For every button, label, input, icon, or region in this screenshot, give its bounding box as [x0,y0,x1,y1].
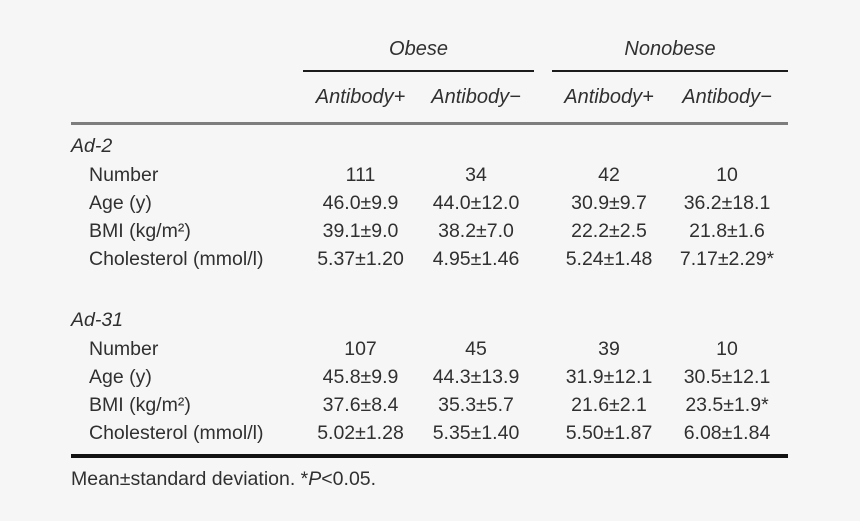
spacer-cell [534,335,552,363]
footnote-text: <0.05. [321,468,377,490]
spacer-cell [534,391,552,419]
footnote-text: Mean±standard deviation. * [71,468,309,490]
section-ad31: Ad-31 Number 107 45 39 10 Age (y) 45.8±9… [71,297,788,458]
footnote-p-symbol: P [308,468,322,490]
cell-value: 34 [465,163,487,186]
cell-value: 31.9±12.1 [565,365,653,388]
cell-value: 45.8±9.9 [322,365,399,388]
spacer-cell [534,419,552,458]
cell-value: 45 [465,337,487,360]
table-row-ad2-bmi: BMI (kg/m²) 39.1±9.0 38.2±7.0 22.2±2.5 2… [71,217,788,245]
section-title-ad2: Ad-2 [71,135,113,157]
cell-value: 5.24±1.48 [565,247,653,270]
cell-value: 5.35±1.40 [418,419,534,458]
spacer-cell [534,189,552,217]
cell-value: 42 [598,163,620,186]
spacer-cell [534,363,552,391]
spacer-cell [534,245,552,273]
cell-value: 22.2±2.5 [571,219,647,242]
cell-value: 4.95±1.46 [432,247,520,270]
cell-value: 30.9±9.7 [571,191,647,214]
section-title-ad31: Ad-31 [71,309,124,331]
column-header-row: Antibody+ Antibody− Antibody+ Antibody− [71,71,788,125]
table-row-ad31-bmi: BMI (kg/m²) 37.6±8.4 35.3±5.7 21.6±2.1 2… [71,391,788,419]
column-header-nonobese-antibody-neg: Antibody− [666,71,788,125]
row-label-number: Number [89,337,159,360]
table-row-ad2-number: Number 111 34 42 10 [71,161,788,189]
cell-value: 23.5±1.9* [685,393,769,416]
cell-value: 6.08±1.84 [666,419,788,458]
cell-value: 44.0±12.0 [432,191,520,214]
cell-value: 38.2±7.0 [438,219,514,242]
spacer-cell [71,28,303,71]
cell-value: 10 [716,163,738,186]
cell-value: 5.02±1.28 [303,419,418,458]
section-spacer-row [71,273,788,297]
group-header-nonobese: Nonobese [552,28,788,72]
cell-value: 107 [344,337,377,360]
cell-value: 36.2±18.1 [683,191,771,214]
spacer-cell [534,71,552,125]
row-label-cholesterol: Cholesterol (mmol/l) [89,247,264,270]
cell-value: 7.17±2.29* [679,247,775,270]
cell-value: 44.3±13.9 [432,365,520,388]
table-row-ad2-cholesterol: Cholesterol (mmol/l) 5.37±1.20 4.95±1.46… [71,245,788,273]
table-row-ad31-cholesterol: Cholesterol (mmol/l) 5.02±1.28 5.35±1.40… [71,419,788,458]
section-title-row: Ad-31 [71,297,788,335]
study-table-container: Obese Nonobese Antibody+ Antibody− Antib… [71,28,788,458]
section-ad2: Ad-2 Number 111 34 42 10 Age (y) 46.0±9.… [71,123,788,297]
spacer-cell [534,161,552,189]
table-row-ad2-age: Age (y) 46.0±9.9 44.0±12.0 30.9±9.7 36.2… [71,189,788,217]
spacer-cell [534,217,552,245]
group-header-obese: Obese [303,28,534,72]
cell-value: 21.8±1.6 [689,219,765,242]
table-row-ad31-age: Age (y) 45.8±9.9 44.3±13.9 31.9±12.1 30.… [71,363,788,391]
table-footnote: Mean±standard deviation. *P<0.05. [71,468,860,491]
section-title-row: Ad-2 [71,123,788,161]
table-row-ad31-number: Number 107 45 39 10 [71,335,788,363]
row-label-age: Age (y) [89,191,152,214]
column-header-nonobese-antibody-pos: Antibody+ [552,71,666,125]
cell-value: 39.1±9.0 [322,219,399,242]
column-header-obese-antibody-neg: Antibody− [418,71,534,125]
cell-value: 10 [716,337,738,360]
spacer-cell [534,28,552,71]
row-label-age: Age (y) [89,365,152,388]
cell-value: 37.6±8.4 [322,393,399,416]
cell-value: 35.3±5.7 [438,393,514,416]
row-label-bmi: BMI (kg/m²) [89,219,191,242]
group-header-row: Obese Nonobese [71,28,788,72]
cell-value: 46.0±9.9 [322,191,399,214]
demographics-table: Obese Nonobese Antibody+ Antibody− Antib… [71,28,788,458]
spacer-cell [71,71,303,125]
cell-value: 5.50±1.87 [552,419,666,458]
row-label-number: Number [89,163,159,186]
cell-value: 111 [345,163,376,186]
row-label-bmi: BMI (kg/m²) [89,393,191,416]
column-header-obese-antibody-pos: Antibody+ [303,71,418,125]
cell-value: 39 [598,337,620,360]
cell-value: 21.6±2.1 [571,393,647,416]
cell-value: 5.37±1.20 [317,247,404,270]
row-label-cholesterol: Cholesterol (mmol/l) [71,419,303,458]
cell-value: 30.5±12.1 [683,365,771,388]
